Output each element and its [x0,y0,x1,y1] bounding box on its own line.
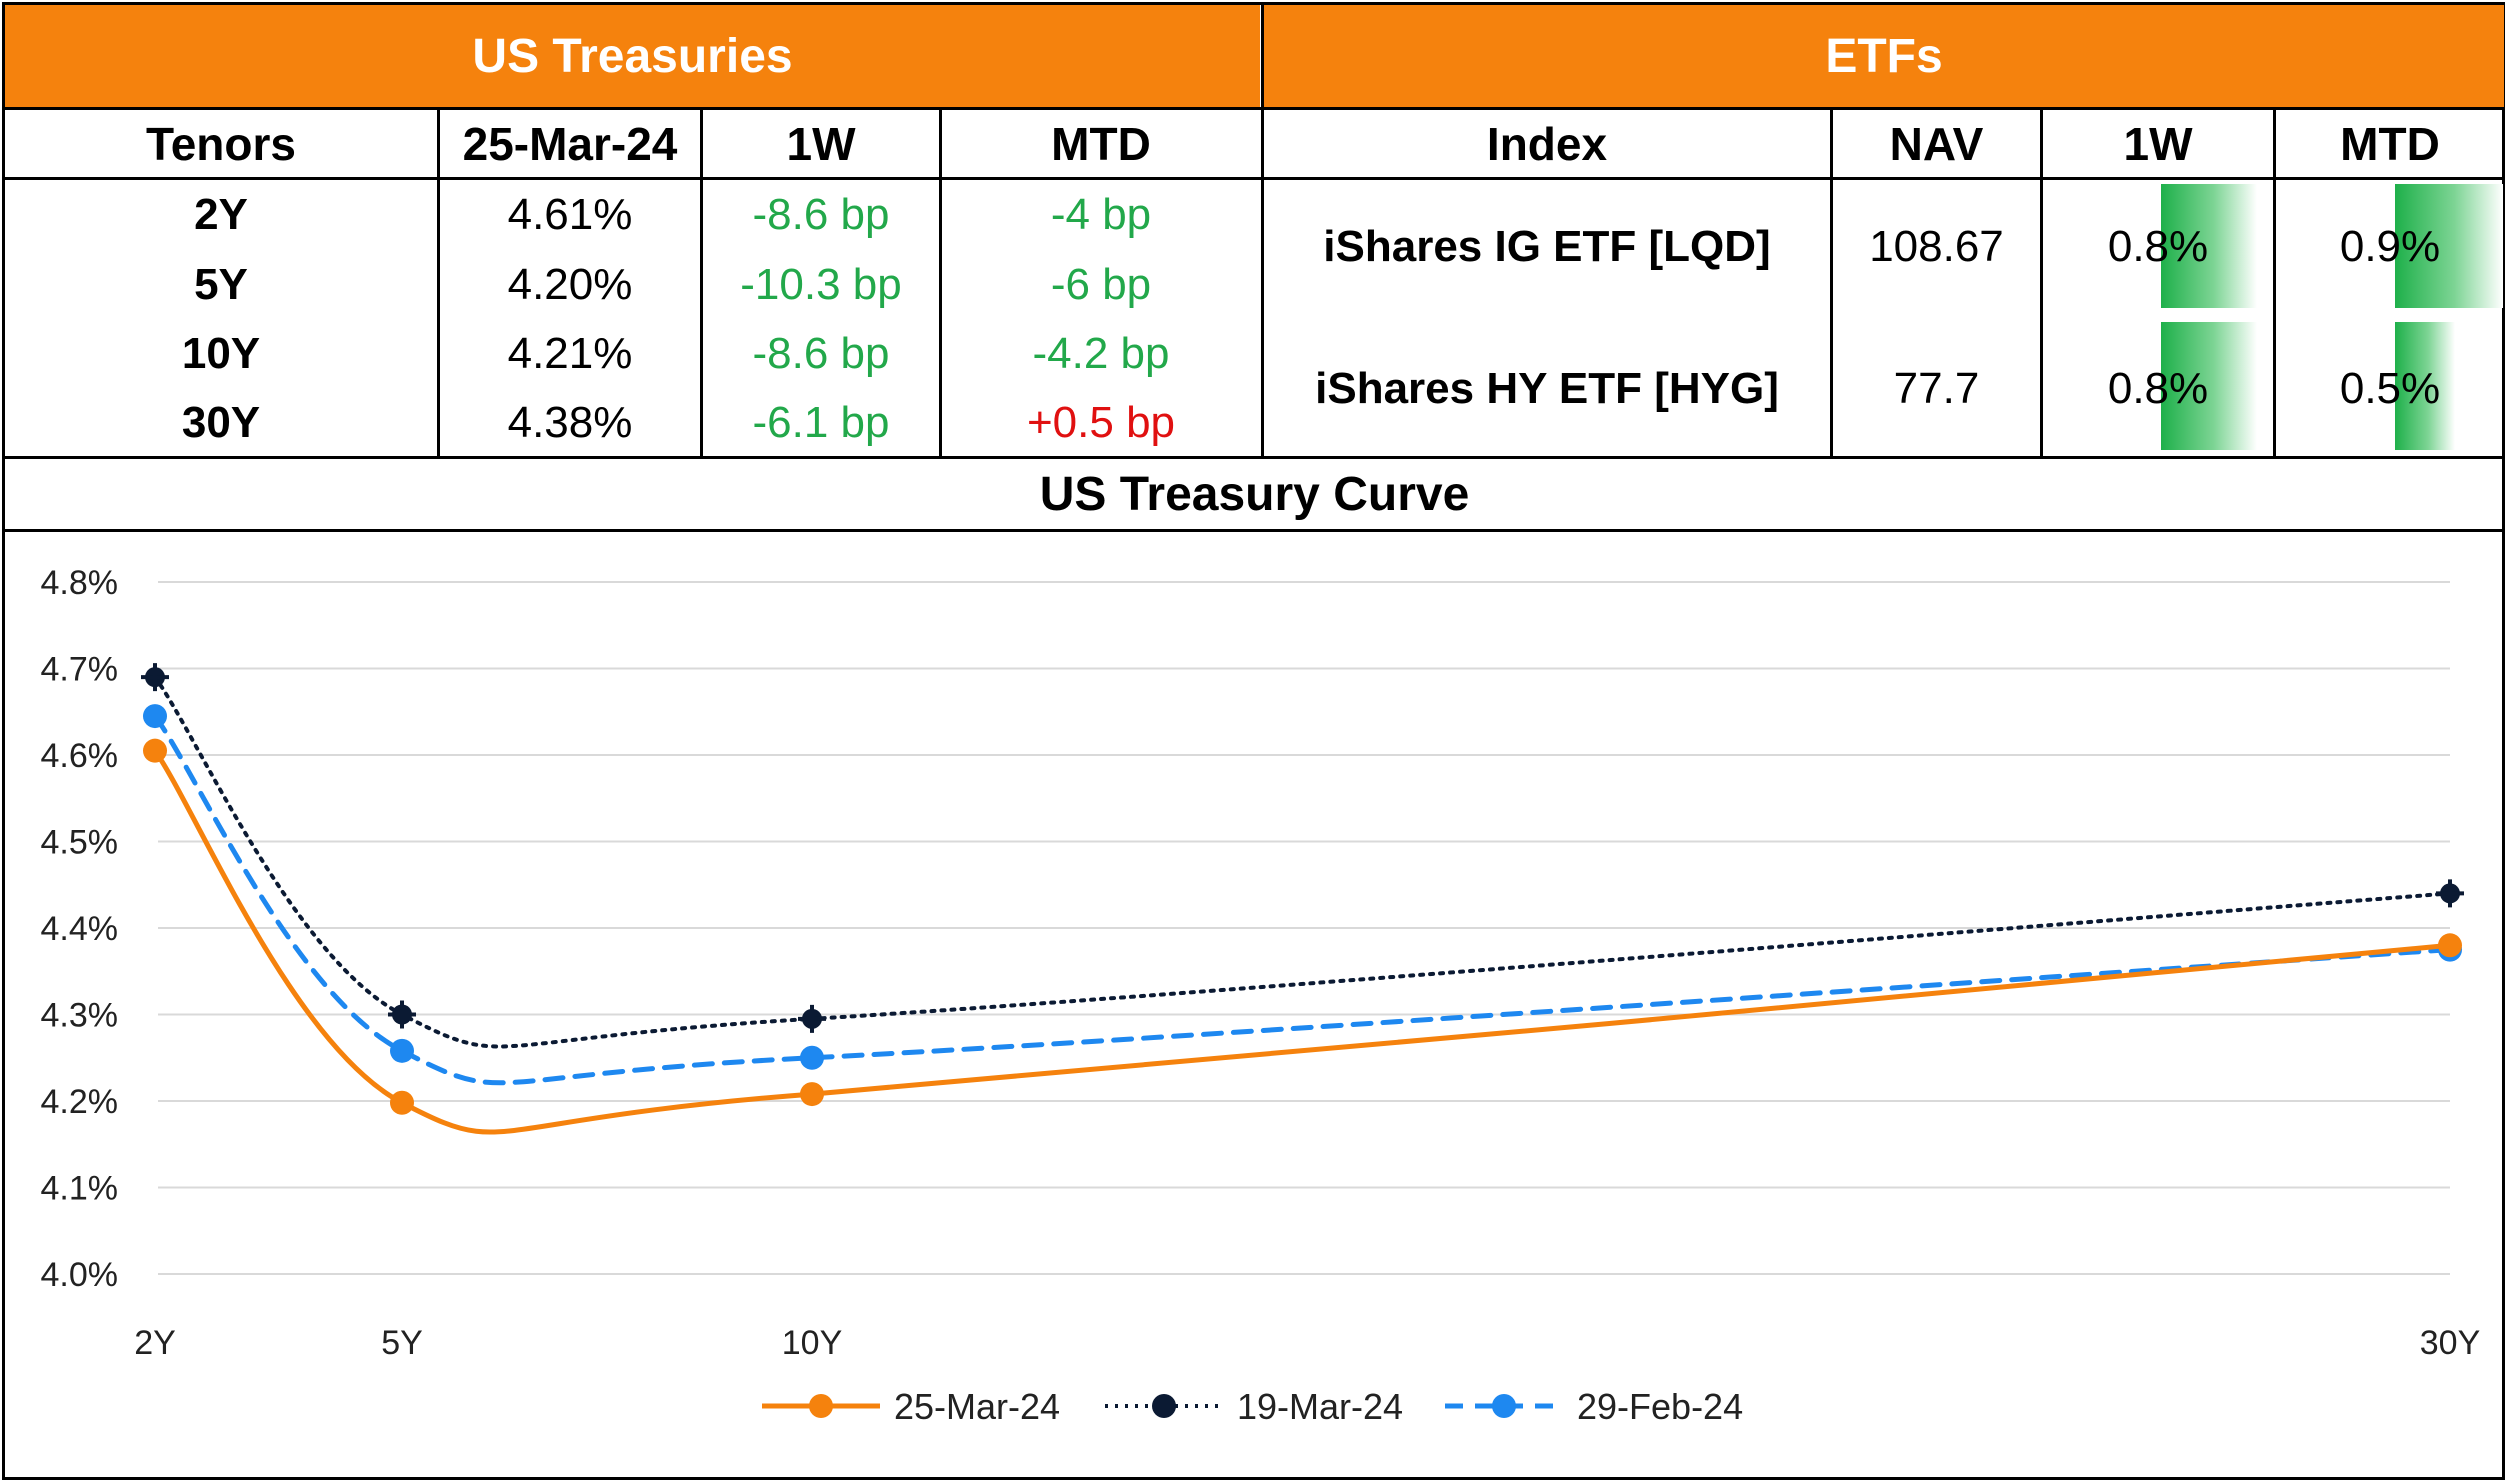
header-index: Index [1486,117,1608,170]
change-1w: -8.6 bp [752,190,890,239]
data-point-marker [2436,879,2464,908]
series-line-25-Mar-24 [152,748,2453,1135]
treasuries-title: US Treasuries [5,5,1260,108]
yield-value: 4.61% [507,190,633,239]
y-tick-label: 4.5% [41,824,119,862]
y-tick-label: 4.6% [41,737,119,775]
divider [437,107,440,459]
etf-mtd-databar [2395,184,2503,308]
x-tick-label: 5Y [381,1324,423,1362]
data-point [800,1082,824,1107]
etf-name: iShares HY ETF [HYG] [1315,364,1779,413]
data-point [390,1090,414,1115]
series-line-29-Feb-24 [152,713,2453,1086]
tenor-label: 5Y [194,260,248,309]
series-line-19-Mar-24 [153,675,2452,1049]
etf-mtd: 0.9% [2339,222,2441,271]
change-mtd: -6 bp [1050,260,1152,309]
etf-name: iShares IG ETF [LQD] [1323,222,1771,271]
x-tick-label: 2Y [134,1324,176,1362]
legend-marker [1492,1394,1516,1418]
data-point [390,1038,414,1063]
etf-1w-databar [2161,322,2257,450]
divider [5,177,2504,180]
header-date: 25-Mar-24 [462,117,678,170]
divider [1261,5,1264,459]
header-etf-1w: 1W [2123,117,2193,170]
etf-nav: 77.7 [1893,364,1980,413]
x-tick-label: 30Y [2420,1324,2481,1362]
divider [939,107,942,459]
chart-title: US Treasury Curve [1039,467,1470,521]
data-point-marker [388,1000,416,1029]
divider [2273,107,2276,459]
etf-1w: 0.8% [2107,364,2209,413]
data-point [2438,933,2462,958]
data-point-marker [798,1004,826,1033]
divider [5,456,2504,459]
legend-label: 19-Mar-24 [1237,1386,1403,1427]
change-1w: -6.1 bp [752,398,890,447]
legend-label: 25-Mar-24 [894,1386,1060,1427]
legend-marker [809,1394,833,1418]
yield-value: 4.20% [507,260,633,309]
change-1w: -8.6 bp [752,329,890,378]
divider [5,107,2504,110]
yield-value: 4.21% [507,329,633,378]
divider [700,107,703,459]
change-mtd: -4.2 bp [1032,329,1170,378]
y-tick-label: 4.4% [41,910,119,948]
etf-1w: 0.8% [2107,222,2209,271]
etfs-title: ETFs [1264,5,2504,108]
y-tick-label: 4.2% [41,1083,119,1121]
change-1w: -10.3 bp [740,260,902,309]
data-point-marker [141,663,169,692]
header-tenors: Tenors [146,117,296,170]
tenor-label: 2Y [194,190,248,239]
header-mtd: MTD [1051,117,1151,170]
divider [2040,107,2043,459]
data-point [143,738,167,763]
change-mtd: +0.5 bp [1026,398,1176,447]
etf-nav: 108.67 [1869,222,2004,271]
y-tick-label: 4.3% [41,997,119,1035]
y-tick-label: 4.1% [41,1170,119,1208]
etf-mtd: 0.5% [2339,364,2441,413]
yield-value: 4.38% [507,398,633,447]
data-point [800,1045,824,1070]
y-tick-label: 4.8% [41,564,119,602]
legend-marker [1152,1394,1176,1418]
tenor-label: 30Y [181,398,261,447]
header-etf-mtd: MTD [2340,117,2440,170]
x-tick-label: 10Y [782,1324,843,1362]
tenor-label: 10Y [181,329,261,378]
legend-label: 29-Feb-24 [1577,1386,1743,1427]
etf-mtd-databar [2395,322,2455,450]
header-nav: NAV [1889,117,1984,170]
y-tick-label: 4.0% [41,1256,119,1294]
etf-1w-databar [2161,184,2257,308]
change-mtd: -4 bp [1050,190,1152,239]
divider [5,529,2504,532]
y-tick-label: 4.7% [41,651,119,689]
header-1w: 1W [786,117,856,170]
divider [1830,107,1833,459]
data-point [143,704,167,729]
